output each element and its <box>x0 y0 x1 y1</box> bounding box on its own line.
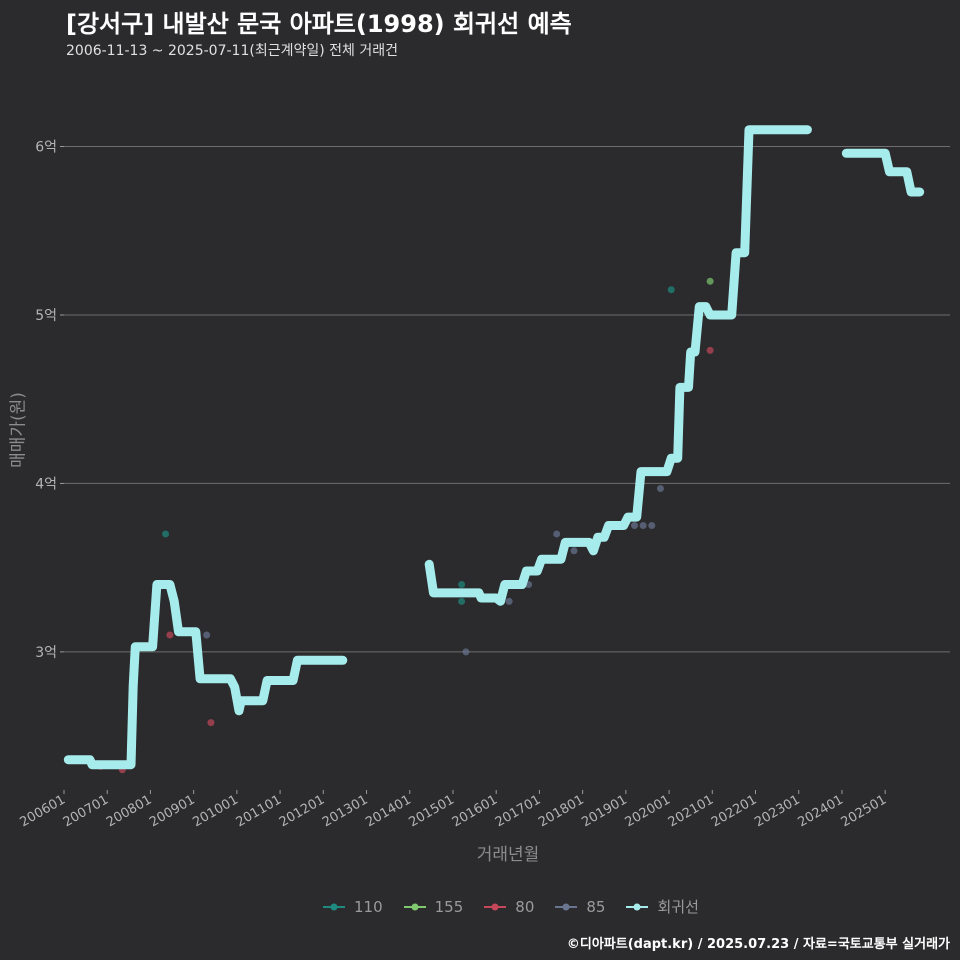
chart-title: [강서구] 내발산 문국 아파트(1998) 회귀선 예측 <box>66 10 572 38</box>
regression-line-segment <box>424 125 812 606</box>
legend-key <box>484 903 507 910</box>
x-tick-label: 202201 <box>709 792 759 830</box>
grid-lines <box>60 146 950 794</box>
x-tick-label: 202501 <box>839 792 889 830</box>
x-tick-label: 200901 <box>147 792 197 830</box>
y-tick-label: 5억 <box>35 308 57 324</box>
x-tick-label: 201301 <box>320 792 370 830</box>
scatter-point-85 <box>639 522 647 530</box>
x-tick-label: 201501 <box>406 792 456 830</box>
x-tick-label: 201601 <box>450 792 500 830</box>
x-tick-label: 200601 <box>18 792 68 830</box>
legend-key <box>555 903 578 910</box>
regression-line-segment <box>841 148 925 197</box>
y-tick-labels: 3억 4억 5억 6억 <box>35 140 57 661</box>
legend-item: 155 <box>403 897 464 916</box>
scatter-point-85 <box>570 547 578 555</box>
regression-lines <box>63 125 925 770</box>
x-tick-label: 200801 <box>104 792 154 830</box>
x-tick-label: 201901 <box>579 792 629 830</box>
legend-key <box>626 903 649 910</box>
regression-line-segment <box>63 580 348 770</box>
footer-credit: ©디아파트(dapt.kr) / 2025.07.23 / 자료=국토교통부 실… <box>566 937 950 952</box>
scatter-point-80 <box>166 631 174 639</box>
legend: 110 155 80 85 회귀선 <box>322 896 699 917</box>
scatter-point-80 <box>706 346 714 354</box>
scatter-point-85 <box>203 631 211 639</box>
legend-label: 회귀선 <box>657 898 699 916</box>
legend-label: 155 <box>434 897 464 916</box>
x-tick-label: 200701 <box>61 792 111 830</box>
x-tick-label: 201101 <box>234 792 284 830</box>
scatter-point-85 <box>505 597 513 605</box>
y-tick-label: 3억 <box>35 645 57 661</box>
legend-key <box>323 903 345 910</box>
scatter-point-155 <box>706 277 714 285</box>
chart-subtitle: 2006-11-13 ~ 2025-07-11(최근계약일) 전체 거래건 <box>66 43 398 59</box>
x-tick-label: 201201 <box>277 792 327 830</box>
scatter-point-85 <box>553 530 561 538</box>
y-tick-label: 4억 <box>35 476 57 492</box>
scatter-point-80 <box>207 719 215 727</box>
legend-label: 85 <box>586 897 606 916</box>
x-tick-label: 201001 <box>190 792 240 830</box>
legend-item: 85 <box>554 898 605 916</box>
legend-item: 110 <box>322 898 383 916</box>
legend-key <box>403 903 426 910</box>
scatter-point-85 <box>630 522 638 530</box>
scatter-point-110 <box>458 580 466 588</box>
scatter-points <box>97 277 714 774</box>
legend-label: 80 <box>515 897 535 916</box>
scatter-point-85 <box>656 484 664 492</box>
legend-label: 110 <box>354 897 383 916</box>
scatter-point-110 <box>162 530 170 538</box>
scatter-point-85 <box>462 648 470 656</box>
y-tick-label: 6억 <box>35 140 57 156</box>
legend-item: 회귀선 <box>625 896 699 917</box>
x-tick-label: 202301 <box>752 792 802 830</box>
x-tick-label: 202401 <box>795 792 845 830</box>
x-tick-label: 202001 <box>623 792 673 830</box>
x-tick-label: 201701 <box>493 792 543 830</box>
x-tick-label: 201401 <box>363 792 413 830</box>
x-tick-label: 202101 <box>666 792 716 830</box>
scatter-point-110 <box>667 286 675 294</box>
scatter-point-85 <box>648 522 656 530</box>
legend-item: 80 <box>483 898 534 916</box>
x-tick-labels: 2006012007012008012009012010012011012012… <box>18 792 890 830</box>
x-axis-title: 거래년월 <box>476 845 540 865</box>
scatter-point-110 <box>458 597 466 605</box>
x-tick-label: 201801 <box>536 792 586 830</box>
